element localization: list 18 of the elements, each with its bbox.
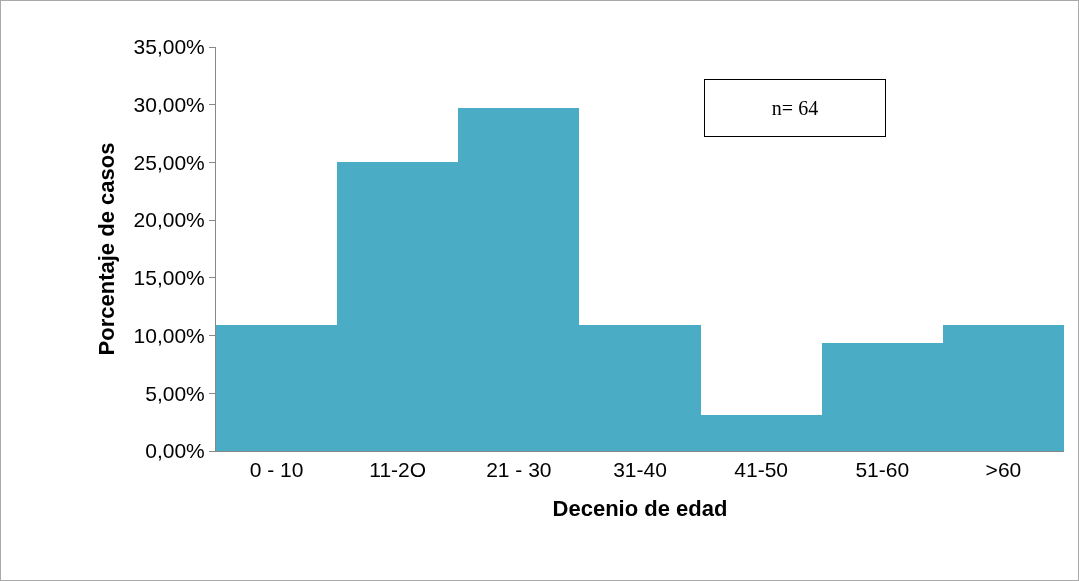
annotation: n= 64 bbox=[771, 97, 819, 119]
x-tick-label: 31-40 bbox=[613, 458, 667, 482]
y-tick-label: 10,00% bbox=[133, 323, 205, 347]
x-axis-title: Decenio de edad bbox=[552, 496, 728, 522]
x-tick-label: 51-60 bbox=[855, 458, 910, 482]
y-tick-label: 20,00% bbox=[133, 208, 205, 232]
y-tick-label: 0,00% bbox=[145, 439, 205, 463]
x-tick-label: 11-2O bbox=[369, 458, 427, 482]
y-tick-label: 15,00% bbox=[133, 266, 205, 290]
y-axis-title: Porcentaje de casos bbox=[94, 142, 120, 356]
x-tick-label: 41-50 bbox=[734, 458, 788, 482]
y-tick-label: 5,00% bbox=[145, 381, 205, 405]
x-tick-label: 21 - 30 bbox=[486, 458, 552, 482]
x-tick-label: >60 bbox=[985, 458, 1022, 482]
y-tick-label: 30,00% bbox=[133, 93, 205, 117]
x-tick-label: 0 - 10 bbox=[249, 458, 304, 482]
y-tick-label: 35,00% bbox=[133, 35, 205, 59]
y-tick-label: 25,00% bbox=[133, 150, 205, 174]
